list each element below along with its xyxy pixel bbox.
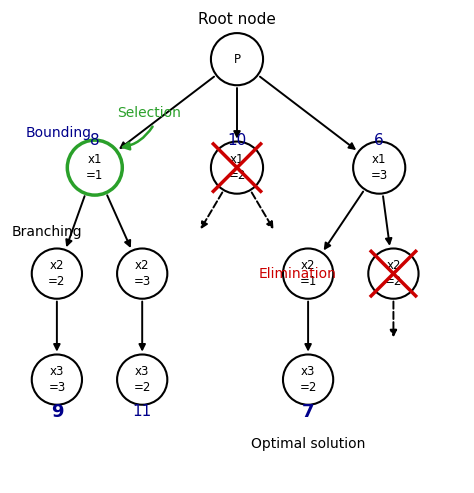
Text: 6: 6: [374, 133, 384, 148]
Ellipse shape: [368, 248, 419, 299]
Text: Branching: Branching: [12, 225, 82, 239]
Ellipse shape: [32, 354, 82, 405]
Text: Elimination: Elimination: [258, 267, 336, 281]
Text: 9: 9: [51, 403, 63, 421]
Text: x2
=2: x2 =2: [48, 259, 65, 288]
Ellipse shape: [283, 248, 333, 299]
Text: x2
=1: x2 =1: [300, 259, 317, 288]
Ellipse shape: [353, 141, 405, 194]
Text: x2
=2: x2 =2: [385, 259, 402, 288]
Ellipse shape: [117, 354, 167, 405]
Text: Root node: Root node: [198, 12, 276, 27]
Text: x3
=2: x3 =2: [134, 365, 151, 394]
Ellipse shape: [32, 248, 82, 299]
Ellipse shape: [211, 141, 263, 194]
Text: 8: 8: [90, 133, 100, 148]
Text: x2
=3: x2 =3: [134, 259, 151, 288]
Text: 10: 10: [228, 133, 246, 148]
Text: P: P: [234, 53, 240, 66]
Text: x3
=2: x3 =2: [300, 365, 317, 394]
Text: 7: 7: [302, 403, 314, 421]
Text: x3
=3: x3 =3: [48, 365, 65, 394]
Text: x1
=3: x1 =3: [371, 153, 388, 182]
Text: 11: 11: [133, 404, 152, 419]
Ellipse shape: [117, 248, 167, 299]
Ellipse shape: [211, 33, 263, 85]
Text: Optimal solution: Optimal solution: [251, 437, 365, 451]
Ellipse shape: [283, 354, 333, 405]
Text: x1
=2: x1 =2: [228, 153, 246, 182]
Text: Bounding: Bounding: [26, 126, 92, 140]
Ellipse shape: [67, 140, 122, 195]
Text: x1
=1: x1 =1: [86, 153, 103, 182]
Text: Selection: Selection: [118, 106, 181, 120]
